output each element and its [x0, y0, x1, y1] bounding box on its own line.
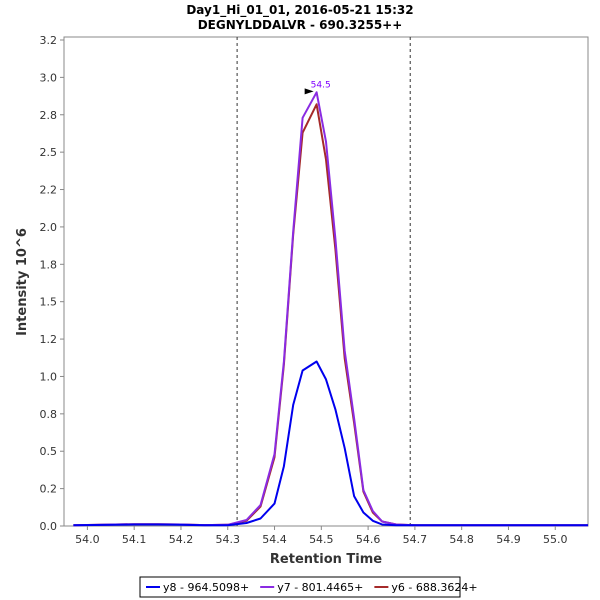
x-axis-label: Retention Time: [270, 552, 382, 567]
x-tick-label: 54.6: [356, 533, 381, 546]
peak-annotation-label: 54.5: [311, 80, 331, 90]
legend-label-0: y8 - 964.5098+: [163, 581, 249, 594]
y-tick-label: 1.8: [40, 258, 58, 271]
plot-area: [63, 36, 589, 527]
x-tick-label: 54.3: [216, 533, 241, 546]
x-tick-label: 54.5: [309, 533, 334, 546]
y-tick-label: 0.2: [40, 483, 58, 496]
y-tick-label: 1.2: [40, 333, 58, 346]
y-tick-label: 2.5: [40, 146, 58, 159]
y-tick-label: 1.5: [40, 296, 58, 309]
series-line-0: [73, 360, 588, 527]
y-tick-label: 3.0: [40, 71, 58, 84]
peak-marker-icon: [304, 88, 314, 95]
chart-title: Day1_Hi_01_01, 2016-05-21 15:32: [186, 3, 413, 18]
x-tick-label: 54.0: [75, 533, 100, 546]
legend: y8 - 964.5098+ y7 - 801.4465+ y6 - 688.362…: [139, 576, 478, 598]
y-tick-label: 0.8: [40, 408, 58, 421]
legend-label-1: y7 - 801.4465+: [277, 581, 363, 594]
y-tick-label: 3.2: [40, 34, 58, 47]
y-tick-label: 2.8: [40, 109, 58, 122]
x-tick-label: 54.8: [449, 533, 474, 546]
x-tick-label: 54.2: [169, 533, 194, 546]
legend-box: [139, 576, 461, 598]
x-tick-label: 54.4: [262, 533, 287, 546]
chart-subtitle: DEGNYLDDALVR - 690.3255++: [198, 18, 403, 32]
y-tick-label: 1.0: [40, 370, 58, 383]
legend-label-2: y6 - 688.3624+: [391, 581, 477, 594]
y-tick-label: 0.5: [40, 445, 58, 458]
y-tick-label: 2.2: [40, 184, 58, 197]
y-tick-label: 2.0: [40, 221, 58, 234]
y-axis-label: Intensity 10^6: [15, 228, 30, 336]
x-tick-label: 54.7: [403, 533, 428, 546]
y-tick-label: 0.0: [40, 520, 58, 533]
x-tick-label: 55.0: [543, 533, 568, 546]
x-tick-label: 54.1: [122, 533, 147, 546]
x-tick-label: 54.9: [496, 533, 521, 546]
